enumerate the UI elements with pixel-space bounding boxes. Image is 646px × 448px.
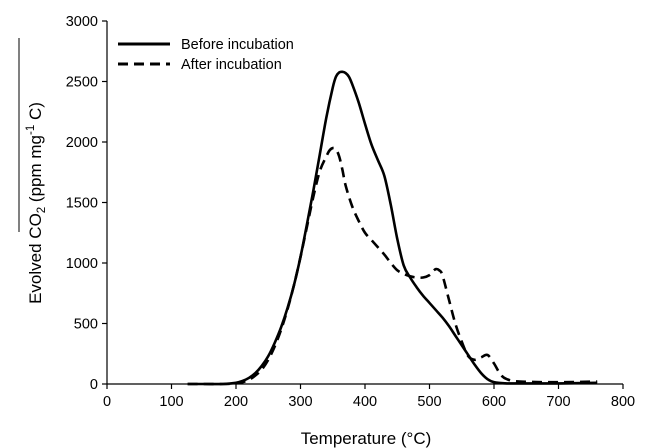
legend-label-after: After incubation (181, 57, 282, 73)
y-ticks: 0 500 1000 1500 2000 2500 3000 (66, 14, 107, 393)
y-tick-label: 2500 (66, 75, 98, 91)
series-line-before-incubation (187, 70, 598, 386)
x-tick-label: 800 (611, 394, 635, 410)
x-tick-label: 200 (224, 394, 248, 410)
svg-text:Evolved CO2 (ppm mg-1 C): Evolved CO2 (ppm mg-1 C) (25, 102, 48, 304)
x-tick-label: 700 (546, 394, 570, 410)
x-tick-label: 0 (103, 394, 111, 410)
axes (106, 21, 623, 385)
y-title-main: Evolved CO (26, 213, 45, 304)
x-axis-title: Temperature (°C) (301, 429, 432, 448)
y-axis-title: Evolved CO2 (ppm mg-1 C) (25, 102, 48, 304)
x-tick-label: 100 (159, 394, 183, 410)
y-tick-label: 1000 (66, 256, 98, 272)
x-tick-label: 300 (288, 394, 312, 410)
x-tick-label: 400 (353, 394, 377, 410)
y-tick-label: 1500 (66, 196, 98, 212)
x-ticks: 0 100 200 300 400 500 600 700 800 (103, 384, 635, 410)
y-title-end: C) (26, 102, 45, 125)
y-title-middle: (ppm mg (26, 135, 45, 207)
y-tick-label: 500 (74, 317, 98, 333)
y-title-superscript: -1 (25, 125, 37, 135)
y-tick-label: 0 (90, 377, 98, 393)
plot-lines (187, 70, 598, 386)
series-line-after-incubation (187, 146, 598, 386)
y-tick-label: 3000 (66, 14, 98, 30)
y-title-subscript: 2 (36, 207, 48, 213)
legend: Before incubation After incubation (118, 37, 294, 73)
x-tick-label: 600 (482, 394, 506, 410)
x-tick-label: 500 (417, 394, 441, 410)
legend-label-before: Before incubation (181, 37, 294, 53)
y-tick-label: 2000 (66, 135, 98, 151)
